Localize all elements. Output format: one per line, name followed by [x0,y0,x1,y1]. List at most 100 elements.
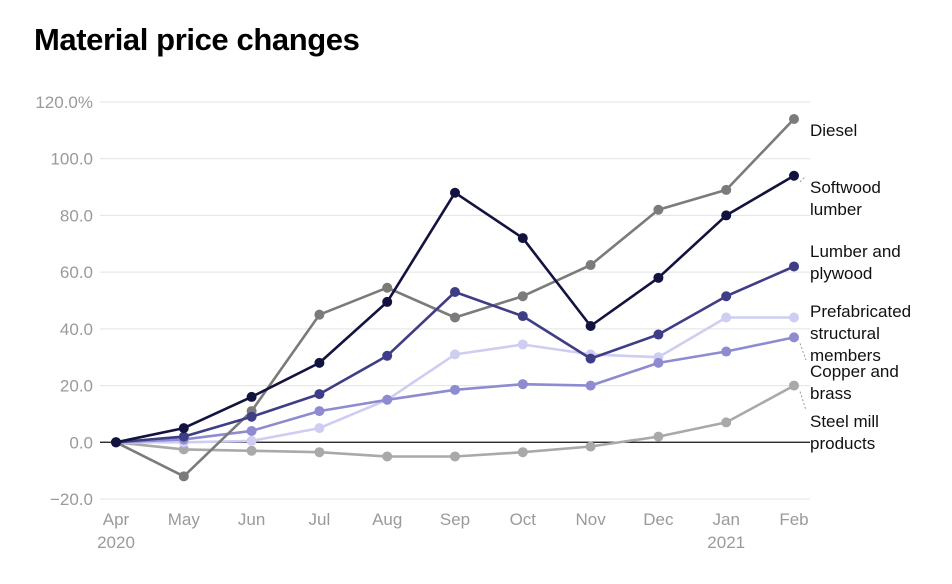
data-point [585,260,596,271]
data-point [246,391,257,402]
x-axis-ticks: Apr May Jun Jul Aug Sep Oct Nov Dec Jan Feb 2020 202… [97,510,809,552]
data-point [450,187,460,198]
x-tick-label: May [168,510,201,529]
data-point [789,170,799,181]
data-point [517,311,528,322]
data-point [246,445,257,456]
chart-title: Material price changes [34,22,360,57]
data-point [789,332,799,343]
data-point [450,451,460,462]
data-point [178,431,189,442]
data-point [585,353,596,364]
y-tick-label: 100.0 [50,150,93,169]
data-point [721,312,732,323]
y-tick-label: 60.0 [60,263,93,282]
data-point [789,261,799,272]
data-point [178,444,189,455]
series-labels: Diesel Softwood lumber Lumber and plywood Pre… [799,121,911,453]
x-tick-label: Jul [309,510,331,529]
series-label-line: Steel mill [810,412,879,431]
label-leader [799,343,807,361]
data-point [653,357,664,368]
data-point [721,417,732,428]
data-point [246,411,257,422]
data-point [653,204,664,215]
data-point [450,384,460,395]
series-label-line: products [810,434,875,453]
y-tick-label: −20.0 [50,490,93,509]
series-line [115,118,795,478]
label-leader [799,391,807,411]
series-label-line: Lumber and [810,242,901,261]
data-point [246,435,257,446]
data-point [314,423,325,434]
data-point [721,210,732,221]
y-tick-label: 0.0 [69,433,93,452]
data-point [314,406,325,417]
x-tick-label: Jan [712,510,739,529]
data-point [178,423,189,434]
series-1 [111,170,799,448]
data-point [585,441,596,452]
data-point [789,380,799,391]
x-tick-label: Jun [238,510,265,529]
data-point [246,425,257,436]
data-point [382,350,393,361]
label-leader [799,175,807,183]
series-label-line: Diesel [810,121,857,140]
series-label-line: Prefabricated [810,302,911,321]
data-point [653,431,664,442]
y-axis-ticks: 120.0% 100.0 80.0 60.0 40.0 20.0 0.0 −20.0 [35,93,93,509]
data-point [314,447,325,458]
y-tick-label: 40.0 [60,320,93,339]
x-year-label: 2020 [97,533,135,552]
data-point [585,321,596,332]
data-point [517,233,528,244]
x-tick-label: Sep [440,510,470,529]
series-label-line: brass [810,384,852,403]
x-year-label: 2021 [707,533,745,552]
y-tick-label: 80.0 [60,206,93,225]
data-point [314,357,325,368]
series-label-line: structural [810,324,880,343]
series-lines [111,114,799,482]
x-tick-label: Dec [643,510,674,529]
x-tick-label: Apr [103,510,130,529]
data-point [517,291,528,302]
gridlines [100,101,810,500]
series-label-line: members [810,346,881,365]
data-point [517,339,528,350]
series-label-line: Copper and [810,362,899,381]
data-point [382,451,393,462]
data-point [178,471,189,482]
data-point [314,389,325,400]
data-point [721,291,732,302]
data-point [517,379,528,390]
data-point [789,114,799,125]
x-tick-label: Aug [372,510,402,529]
data-point [382,394,393,405]
series-line [116,316,794,444]
data-point [789,312,799,323]
data-point [450,286,460,297]
series-label-line: Softwood [810,178,881,197]
y-tick-label: 20.0 [60,377,93,396]
data-point [653,329,664,340]
series-line [115,384,795,458]
data-point [111,437,121,448]
data-point [653,272,664,283]
data-point [450,312,460,323]
x-tick-label: Oct [510,510,537,529]
x-tick-label: Nov [575,510,606,529]
data-point [450,349,460,360]
y-tick-label: 120.0% [35,93,93,112]
series-label-line: lumber [810,200,862,219]
data-point [382,282,393,293]
data-point [721,346,732,357]
data-point [314,309,325,320]
data-point [721,184,732,195]
data-point [382,296,393,307]
x-tick-label: Feb [779,510,808,529]
data-point [517,447,528,458]
